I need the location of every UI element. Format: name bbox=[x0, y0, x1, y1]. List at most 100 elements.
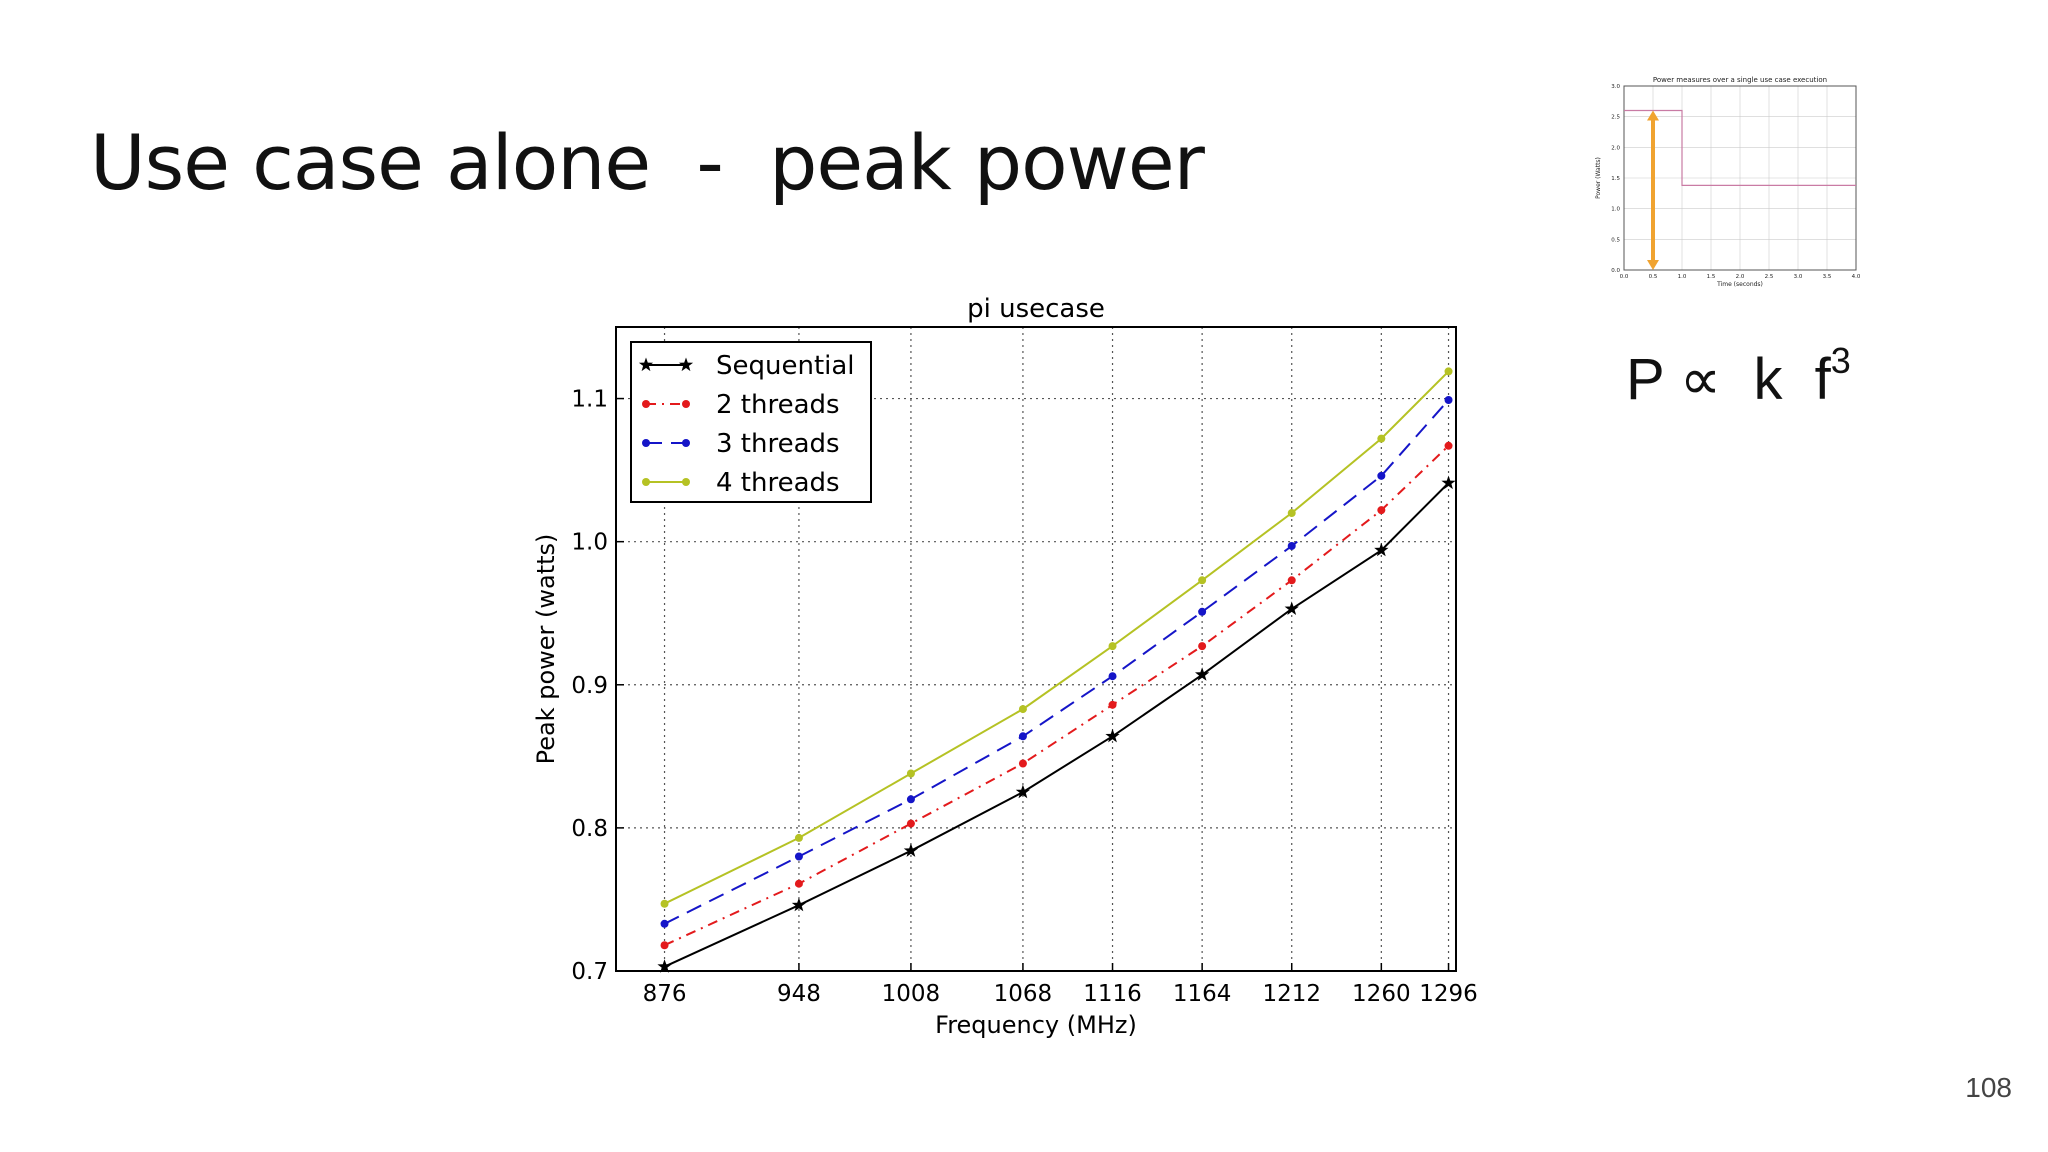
data-point bbox=[1108, 672, 1117, 681]
inset-x-tick-label: 0.5 bbox=[1649, 274, 1658, 280]
data-point bbox=[657, 959, 672, 973]
data-point bbox=[1018, 705, 1027, 714]
data-point bbox=[660, 899, 669, 908]
legend-box bbox=[630, 341, 872, 503]
formula-f: f bbox=[1814, 347, 1831, 412]
data-point bbox=[1198, 607, 1207, 616]
power-formula: P ∝ k f3 bbox=[1626, 340, 1851, 413]
inset-x-label: Time (seconds) bbox=[1716, 281, 1763, 288]
inset-y-tick-label: 2.0 bbox=[1611, 145, 1620, 151]
data-point bbox=[1108, 700, 1117, 709]
legend-marker bbox=[642, 439, 650, 447]
data-point bbox=[906, 769, 915, 778]
x-tick-label: 1116 bbox=[1083, 981, 1142, 1007]
data-point bbox=[1287, 509, 1296, 518]
chart-legend: Sequential 2 threads 3 threads 4 threads bbox=[630, 341, 872, 503]
inset-frame bbox=[1623, 85, 1857, 271]
legend-marker bbox=[682, 439, 690, 447]
inset-x-tick-label: 0.0 bbox=[1620, 274, 1629, 280]
proportional-symbol: ∝ bbox=[1679, 347, 1722, 412]
data-point bbox=[1195, 667, 1210, 681]
inset-x-tick-label: 2.0 bbox=[1736, 274, 1745, 280]
inset-series bbox=[1624, 109, 1856, 187]
inset-power-chart: 0.0 0.5 1.0 1.5 2.0 2.5 3.0 3.5 4.0 0.0 0.5 1.0 1.5 2… bbox=[1595, 76, 1861, 288]
data-point bbox=[794, 833, 803, 842]
data-point bbox=[1377, 506, 1386, 515]
inset-y-tick-label: 3.0 bbox=[1611, 84, 1620, 90]
legend-label-1: Sequential bbox=[716, 351, 855, 381]
inset-grid bbox=[1623, 85, 1857, 271]
data-point bbox=[1284, 601, 1299, 615]
data-point bbox=[794, 879, 803, 888]
series-line-2 bbox=[664, 445, 1450, 947]
formula-lhs: P bbox=[1626, 347, 1664, 412]
y-tick-label: 0.9 bbox=[571, 673, 608, 699]
inset-axis-ticks: 0.0 0.5 1.0 1.5 2.0 2.5 3.0 3.5 4.0 0.0 0.5 1.0 1.5 2… bbox=[1611, 84, 1861, 280]
inset-x-tick-label: 1.5 bbox=[1707, 274, 1716, 280]
data-point bbox=[1444, 441, 1453, 450]
data-point bbox=[1015, 784, 1031, 799]
data-point bbox=[1444, 367, 1453, 376]
x-tick-label: 948 bbox=[777, 981, 821, 1007]
legend-marker bbox=[682, 478, 690, 486]
inset-x-tick-label: 1.0 bbox=[1678, 274, 1687, 280]
x-tick-label: 1260 bbox=[1352, 981, 1411, 1007]
data-point bbox=[1287, 576, 1296, 585]
x-tick-label: 1296 bbox=[1419, 981, 1478, 1007]
data-point bbox=[1374, 542, 1389, 557]
legend-marker bbox=[638, 357, 654, 372]
data-point bbox=[1018, 759, 1027, 768]
legend-label-4: 4 threads bbox=[716, 468, 840, 498]
data-point bbox=[1198, 642, 1207, 651]
axis-ticks: 876 948 1008 1068 1116 1164 1212 1260 1296 0.7 0.8… bbox=[571, 387, 1477, 1007]
data-point bbox=[906, 819, 915, 828]
legend-marker bbox=[678, 357, 694, 372]
y-tick-label: 1.0 bbox=[571, 530, 608, 556]
inset-y-label: Power (Watts) bbox=[1595, 157, 1602, 199]
y-tick-label: 1.1 bbox=[571, 387, 608, 413]
data-point bbox=[1441, 475, 1456, 490]
data-point bbox=[906, 795, 915, 804]
data-point bbox=[1198, 576, 1207, 585]
inset-x-tick-label: 3.5 bbox=[1823, 274, 1832, 280]
data-point bbox=[1377, 434, 1386, 443]
inset-y-tick-label: 0.0 bbox=[1611, 268, 1620, 274]
data-point bbox=[1287, 541, 1296, 550]
y-tick-label: 0.7 bbox=[571, 959, 608, 985]
legend-marker bbox=[642, 478, 650, 486]
y-axis-label: Peak power (watts) bbox=[532, 534, 560, 765]
legend-label-3: 3 threads bbox=[716, 429, 840, 459]
inset-y-tick-label: 2.5 bbox=[1611, 115, 1620, 121]
legend-marker bbox=[642, 400, 650, 408]
data-point bbox=[1105, 728, 1120, 743]
inset-y-tick-label: 1.0 bbox=[1611, 207, 1620, 213]
arrow-head-bottom bbox=[1647, 260, 1659, 270]
data-point bbox=[794, 852, 803, 861]
x-tick-label: 1212 bbox=[1262, 981, 1321, 1007]
x-axis-label: Frequency (MHz) bbox=[935, 1011, 1137, 1039]
data-point bbox=[1018, 732, 1027, 741]
inset-y-tick-label: 1.5 bbox=[1611, 176, 1620, 182]
data-point bbox=[660, 941, 669, 950]
data-point bbox=[1377, 471, 1386, 480]
x-tick-label: 1008 bbox=[882, 981, 941, 1007]
arrow-head-top bbox=[1647, 110, 1659, 121]
series-markers bbox=[657, 367, 1456, 973]
peak-power-chart: 876 948 1008 1068 1116 1164 1212 1260 1296 0.7 0.8… bbox=[532, 294, 1478, 1039]
legend-label-2: 2 threads bbox=[716, 390, 840, 420]
x-tick-label: 1164 bbox=[1173, 981, 1232, 1007]
y-tick-label: 0.8 bbox=[571, 816, 608, 842]
peak-arrow bbox=[1647, 110, 1659, 270]
data-point bbox=[791, 897, 807, 912]
inset-title: Power measures over a single use case ex… bbox=[1653, 76, 1827, 84]
x-tick-label: 876 bbox=[643, 981, 687, 1007]
formula-exponent: 3 bbox=[1830, 340, 1851, 381]
series-line-1 bbox=[664, 482, 1450, 968]
formula-k: k bbox=[1753, 347, 1783, 412]
plot-frame bbox=[615, 326, 1457, 972]
data-point bbox=[1444, 395, 1453, 404]
data-point bbox=[903, 843, 919, 857]
chart-title: pi usecase bbox=[967, 294, 1105, 324]
inset-x-tick-label: 4.0 bbox=[1852, 274, 1861, 280]
slide-title: Use case alone - peak power bbox=[90, 118, 1205, 207]
